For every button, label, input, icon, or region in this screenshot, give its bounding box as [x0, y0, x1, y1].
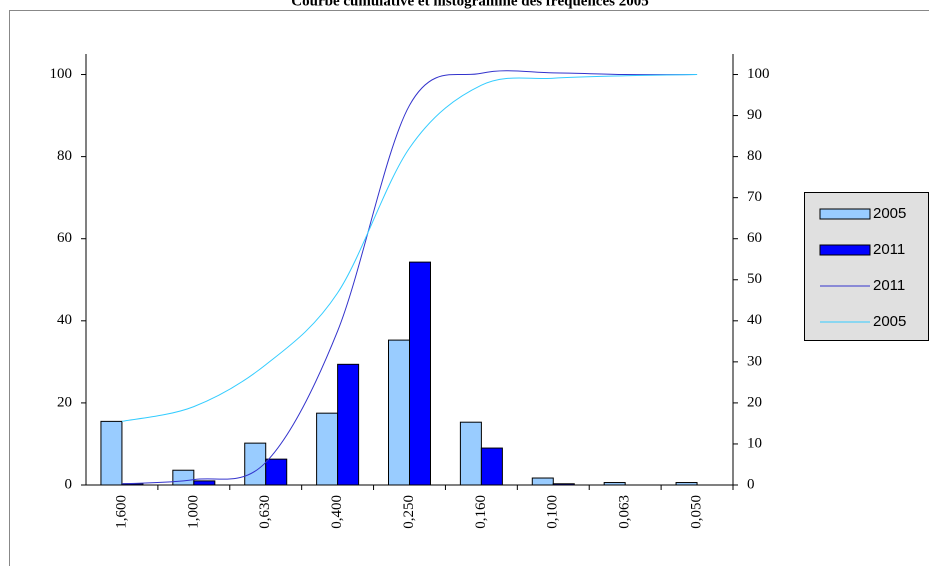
chart-frame	[9, 10, 929, 566]
bar	[531, 477, 554, 486]
y2-tick-label: 20	[747, 394, 762, 410]
bar	[409, 261, 431, 486]
bar	[337, 363, 360, 486]
y-tick-label: 20	[57, 394, 72, 410]
y2-tick-label: 10	[747, 435, 762, 451]
legend-label: 2011	[873, 277, 905, 294]
y2-tick-label: 70	[747, 189, 762, 205]
x-tick-label: 1,000	[185, 495, 201, 529]
bar	[316, 412, 339, 486]
y2-tick-label: 40	[747, 312, 762, 328]
x-tick-label: 1,600	[113, 495, 129, 529]
x-tick-label: 0,050	[688, 495, 704, 529]
legend-label: 2005	[873, 313, 906, 330]
legend-swatch	[819, 208, 871, 220]
legend-swatch	[819, 244, 871, 256]
bar	[388, 339, 410, 486]
bar	[172, 469, 195, 486]
y-tick-label: 100	[50, 66, 73, 82]
y2-tick-label: 80	[747, 148, 762, 164]
y2-tick-label: 30	[747, 353, 762, 369]
x-tick-label: 0,400	[329, 495, 345, 529]
bar	[552, 483, 575, 486]
cumulative-line	[121, 70, 698, 485]
y2-tick-label: 60	[747, 230, 762, 246]
bar	[265, 458, 288, 486]
bar	[193, 480, 216, 486]
y2-tick-label: 90	[747, 107, 762, 123]
bar	[100, 420, 123, 486]
legend-label: 2005	[873, 205, 906, 222]
legend-label: 2011	[873, 241, 905, 258]
chart-title: Courbe cumulative et histogramme des fré…	[291, 0, 648, 9]
x-tick-label: 0,160	[473, 495, 489, 529]
bar	[480, 447, 503, 486]
bar	[675, 482, 698, 486]
y-tick-label: 40	[57, 312, 72, 328]
y-tick-label: 60	[57, 230, 72, 246]
x-tick-label: 0,100	[545, 495, 561, 529]
y2-tick-label: 0	[747, 476, 755, 492]
x-tick-label: 0,250	[401, 495, 417, 529]
y-tick-label: 80	[57, 148, 72, 164]
x-tick-label: 0,063	[617, 495, 633, 529]
cumulative-line	[121, 74, 698, 422]
bar	[603, 482, 626, 486]
bar	[244, 442, 267, 486]
y2-tick-label: 100	[747, 66, 770, 82]
y2-tick-label: 50	[747, 271, 762, 287]
bar	[459, 421, 482, 486]
x-tick-label: 0,630	[257, 495, 273, 529]
y-tick-label: 0	[65, 476, 73, 492]
